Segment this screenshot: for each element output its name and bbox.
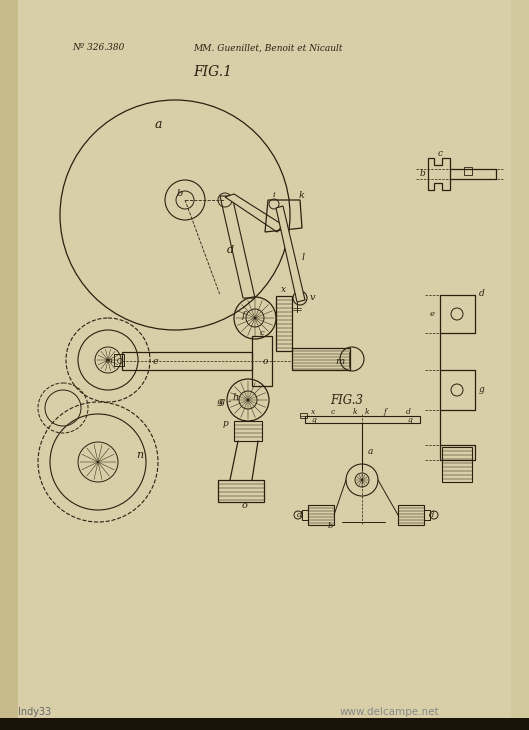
Text: x: x (281, 285, 287, 294)
Text: e: e (152, 356, 158, 366)
Bar (464, 167, 472, 175)
Text: i: i (272, 191, 275, 199)
Text: Nº 326.380: Nº 326.380 (72, 44, 124, 53)
Text: g: g (407, 416, 413, 424)
Text: o: o (242, 501, 248, 510)
Text: k: k (299, 191, 305, 201)
Text: b: b (177, 188, 183, 198)
Text: d: d (430, 511, 435, 519)
Text: FIG.3: FIG.3 (330, 393, 363, 407)
Text: FIG.1: FIG.1 (194, 65, 233, 79)
Text: g: g (312, 416, 316, 424)
Text: g: g (217, 398, 223, 407)
Text: e: e (430, 310, 434, 318)
Text: g: g (219, 398, 225, 407)
Text: www.delcampe.net: www.delcampe.net (340, 707, 440, 717)
Text: c: c (437, 148, 442, 158)
Bar (292, 348, 350, 370)
Text: b: b (327, 522, 333, 530)
Bar (305, 416, 420, 423)
Bar (276, 296, 292, 351)
Text: d: d (297, 511, 303, 519)
Text: o: o (262, 356, 268, 366)
Bar (252, 336, 272, 386)
Text: p: p (222, 418, 228, 428)
Polygon shape (276, 206, 305, 302)
Text: c: c (331, 408, 335, 416)
Bar (114, 354, 124, 366)
Text: m: m (104, 357, 112, 365)
Polygon shape (225, 194, 283, 232)
Text: k: k (364, 408, 369, 416)
Text: g: g (479, 385, 485, 394)
Text: k: k (353, 408, 357, 416)
Text: Indy33: Indy33 (18, 707, 51, 717)
Bar (218, 480, 264, 502)
Text: f: f (241, 312, 245, 320)
Bar (122, 352, 252, 370)
Text: d: d (226, 245, 234, 255)
Bar (398, 505, 424, 525)
Text: d: d (479, 288, 485, 298)
Text: b: b (419, 169, 425, 179)
Text: h: h (233, 393, 239, 402)
Text: -: - (227, 398, 231, 407)
Text: MM. Guenillet, Benoit et Nicault: MM. Guenillet, Benoit et Nicault (193, 44, 343, 53)
Bar (300, 413, 307, 418)
Text: a: a (154, 118, 162, 131)
Text: a: a (367, 447, 373, 456)
Bar (0, 718, 529, 730)
Text: d: d (406, 408, 411, 416)
Bar (308, 505, 334, 525)
Bar (234, 421, 262, 441)
Text: m: m (335, 358, 344, 366)
Bar (442, 447, 472, 482)
Text: f: f (384, 408, 387, 416)
Text: n: n (136, 450, 143, 460)
Text: l: l (302, 253, 305, 263)
Bar (511, 0, 529, 730)
Text: c: c (260, 329, 264, 337)
Text: x: x (311, 408, 315, 416)
Bar (0, 0, 18, 730)
Text: v: v (309, 293, 315, 302)
